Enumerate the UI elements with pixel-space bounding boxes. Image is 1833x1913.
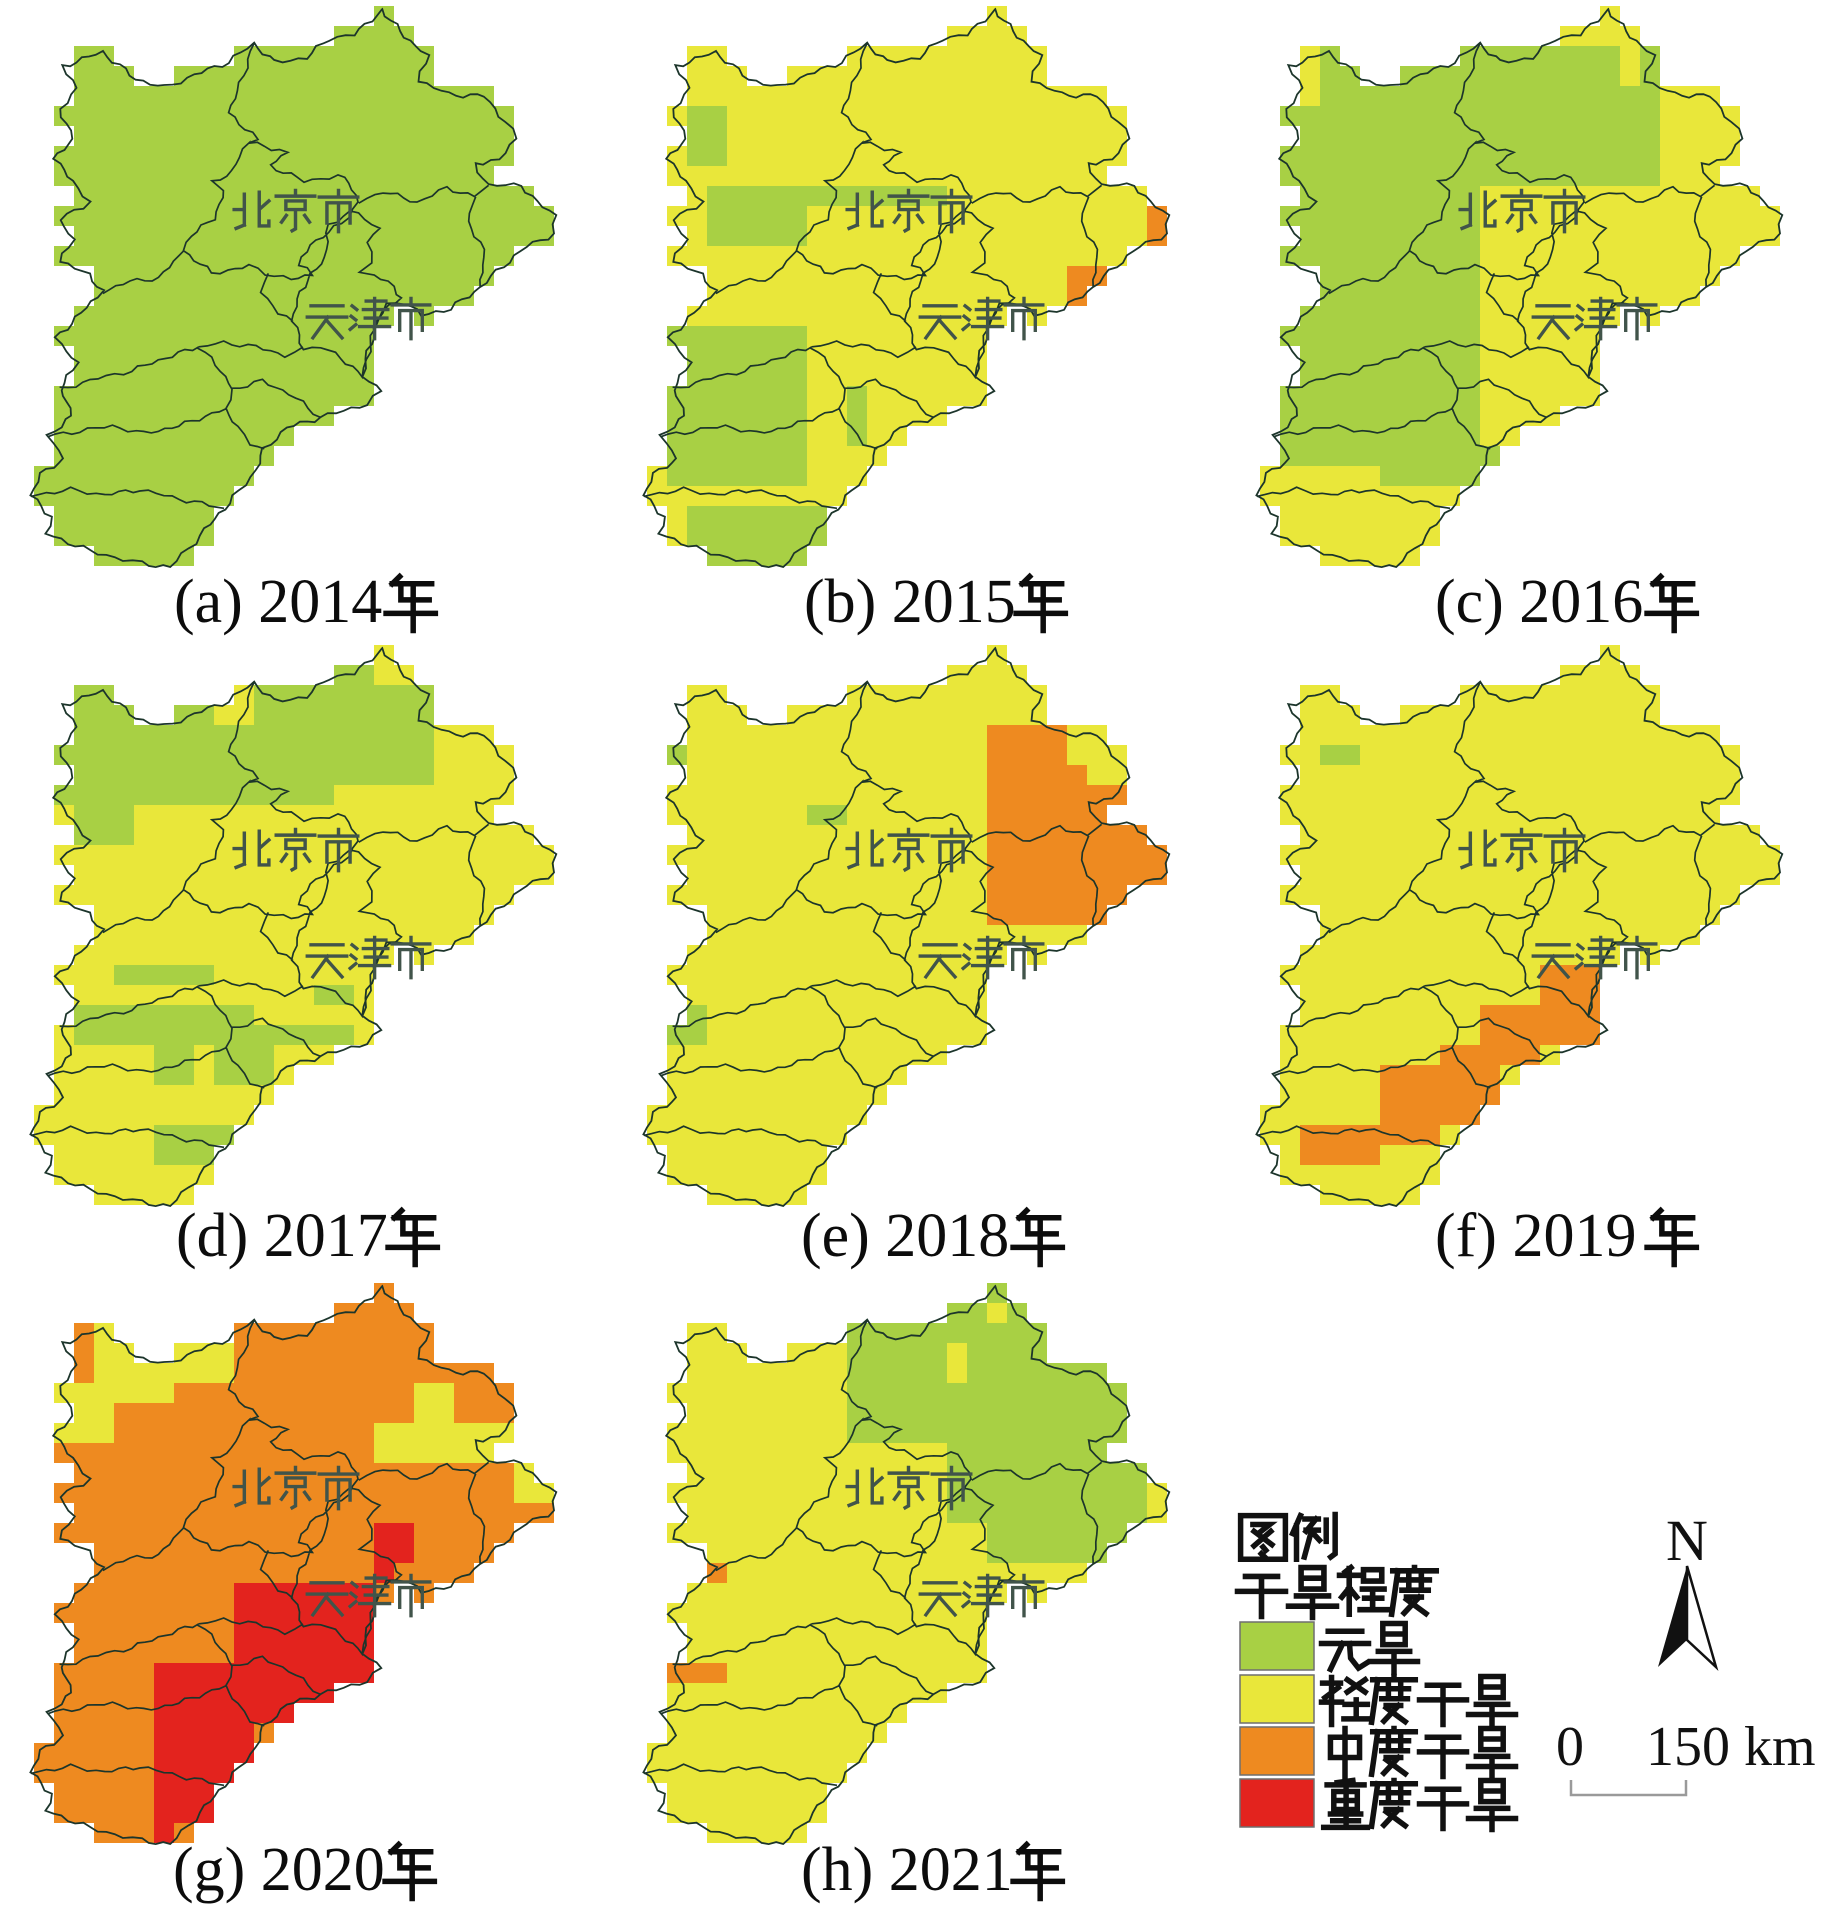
svg-text:(h) 2021: (h) 2021	[801, 1836, 1013, 1904]
svg-text:N: N	[1666, 1508, 1708, 1573]
svg-text:0: 0	[1556, 1716, 1584, 1778]
svg-text:(d) 2017: (d) 2017	[176, 1202, 388, 1270]
svg-text:(b) 2015: (b) 2015	[804, 568, 1016, 636]
svg-text:150 km: 150 km	[1646, 1716, 1816, 1778]
svg-text:(a) 2014: (a) 2014	[174, 568, 382, 636]
svg-text:(e) 2018: (e) 2018	[801, 1202, 1009, 1270]
svg-text:(c) 2016: (c) 2016	[1435, 568, 1643, 636]
svg-text:(g) 2020: (g) 2020	[173, 1836, 385, 1904]
svg-text:(f) 2019: (f) 2019	[1435, 1202, 1636, 1270]
